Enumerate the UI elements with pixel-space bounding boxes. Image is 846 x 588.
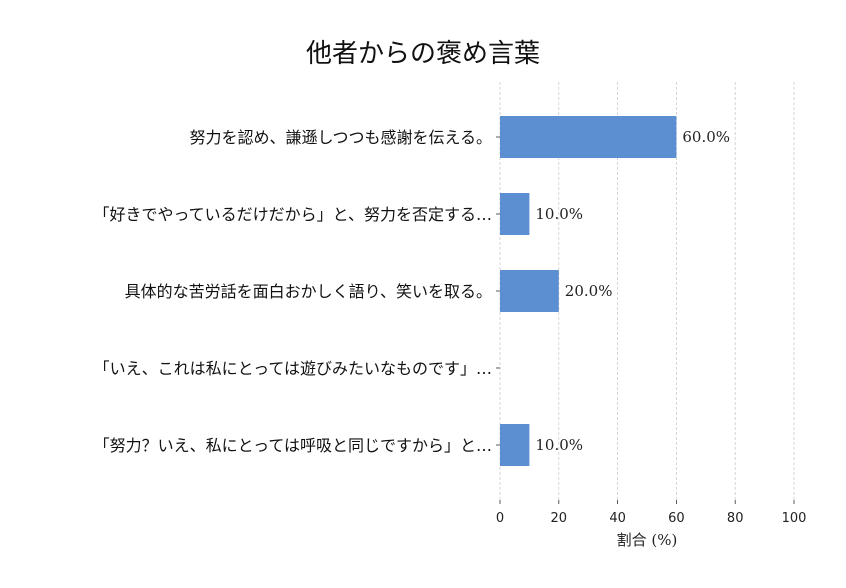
x-tick-label: 0 (496, 511, 504, 526)
x-tick-label: 20 (551, 511, 568, 526)
bar (500, 270, 559, 312)
x-tick-label: 60 (668, 511, 685, 526)
data-label: 60.0% (682, 128, 730, 146)
x-tick-label: 80 (727, 511, 744, 526)
bar (500, 424, 530, 466)
x-tick-label: 40 (609, 511, 626, 526)
bar (500, 193, 530, 235)
category-label: 「努力？いえ、私にとっては呼吸と同じですから」と… (94, 436, 492, 455)
category-label: 「好きでやっているだけだから」と、努力を否定する… (93, 205, 492, 224)
category-label: 具体的な苦労話を面白おかしく語り、笑いを取る。 (125, 282, 492, 301)
data-label: 20.0% (565, 282, 613, 300)
data-label: 10.0% (535, 205, 583, 223)
category-label: 「いえ、これは私にとっては遊びみたいなものです」… (94, 359, 492, 378)
x-axis-label: 割合 (%) (617, 531, 678, 549)
data-label: 10.0% (535, 436, 583, 454)
x-tick-label: 100 (782, 511, 807, 526)
category-label: 努力を認め、謙遜しつつも感謝を伝える。 (189, 128, 492, 147)
bar (500, 116, 677, 158)
chart-title: 他者からの褒め言葉 (306, 39, 540, 69)
